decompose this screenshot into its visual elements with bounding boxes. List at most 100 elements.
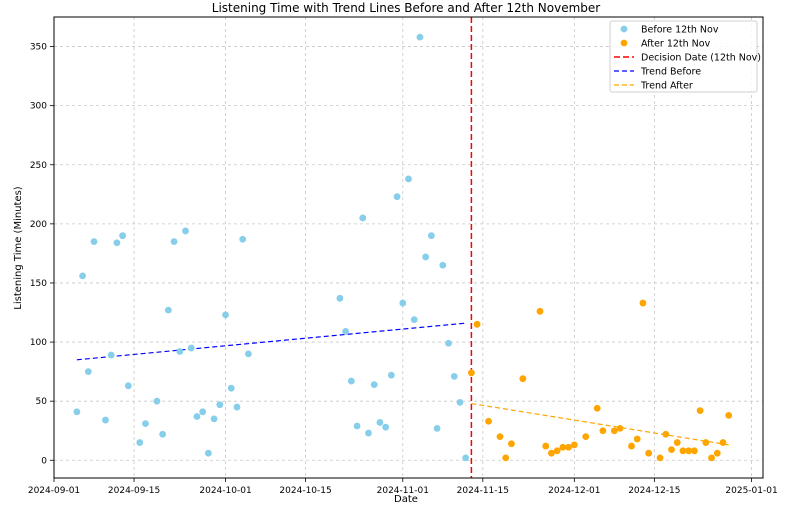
axis-ticks: 2024-09-01 2024-09-15 2024-10-01 2024-10-15… [28, 43, 778, 496]
after-point [593, 404, 601, 412]
before-point [439, 261, 447, 269]
before-point [210, 415, 218, 423]
gridlines [53, 17, 763, 478]
after-point [467, 369, 475, 377]
before-point [119, 232, 127, 240]
before-point [233, 403, 241, 411]
legend-label: Trend Before [640, 67, 701, 78]
before-point [142, 420, 149, 428]
after-point [668, 446, 675, 454]
legend-marker [620, 39, 628, 47]
before-point [182, 227, 189, 235]
y-tick-label: 250 [30, 161, 47, 171]
after-point [645, 449, 653, 457]
after-point [559, 443, 567, 451]
after-point [502, 454, 510, 462]
plot-frame [53, 16, 764, 479]
before-point [462, 454, 470, 462]
after-point [485, 417, 492, 425]
after-point [673, 439, 681, 446]
before-point [450, 372, 458, 380]
after-point [582, 433, 590, 441]
before-point [245, 350, 252, 358]
before-point [239, 235, 247, 243]
after-point [639, 299, 647, 307]
before-point [433, 424, 441, 432]
legend-label: Before 12th Nov [641, 25, 719, 36]
before-point [199, 408, 207, 416]
after-point [570, 441, 578, 449]
before-point [405, 175, 412, 183]
before-point [107, 351, 115, 359]
before-point [102, 416, 109, 424]
y-tick-label: 350 [30, 43, 47, 53]
after-point [696, 407, 704, 415]
x-tick-label: 2024-09-01 [28, 486, 80, 496]
before-point [170, 238, 178, 245]
after-point [519, 375, 527, 383]
before-point [376, 419, 384, 426]
before-point [222, 311, 229, 319]
before-point [347, 377, 355, 385]
x-tick-label: 2024-12-15 [628, 486, 680, 496]
after-point [553, 447, 561, 455]
y-tick-label: 50 [36, 397, 48, 407]
trend-after-line [471, 402, 729, 446]
after-point [628, 442, 635, 450]
before-point [359, 214, 367, 222]
legend-label: Trend After [640, 81, 693, 92]
after-point [508, 440, 515, 448]
before-point [370, 381, 378, 389]
before-point [422, 253, 430, 261]
legend: Before 12th Nov After 12th Nov Decision Da… [609, 20, 761, 93]
after-point [685, 447, 693, 455]
before-point [164, 306, 172, 314]
before-point [204, 449, 212, 457]
before-point [416, 33, 424, 41]
x-tick-label: 2024-11-01 [377, 486, 429, 496]
after-point [599, 427, 607, 435]
before-point [113, 239, 121, 247]
before-point [427, 232, 435, 240]
after-point [662, 430, 670, 438]
before-point [342, 328, 350, 335]
before-point [393, 193, 401, 201]
before-point [187, 344, 195, 352]
x-tick-label: 2024-09-15 [108, 486, 160, 496]
y-axis-label: Listening Time (Minutes) [13, 186, 24, 310]
after-point [725, 411, 733, 419]
after-point [708, 454, 715, 462]
before-point [227, 384, 235, 392]
after-point [473, 320, 481, 328]
trend-before-line [76, 322, 466, 361]
after-point [633, 435, 641, 443]
y-tick-label: 0 [41, 456, 47, 466]
after-point [610, 427, 618, 435]
x-tick-label: 2024-10-15 [279, 486, 331, 496]
y-tick-label: 300 [30, 102, 47, 112]
after-point [616, 424, 624, 432]
before-point [387, 371, 395, 379]
before-point [90, 238, 98, 245]
legend-label: After 12th Nov [641, 39, 711, 50]
after-point [713, 449, 721, 457]
after-point [542, 442, 550, 450]
before-point [216, 401, 224, 409]
before-point [399, 299, 407, 307]
after-point [719, 439, 727, 446]
after-point [679, 447, 687, 455]
x-tick-label: 2025-01-01 [725, 486, 777, 496]
before-point [456, 398, 464, 406]
y-tick-label: 150 [30, 279, 47, 289]
after-point [656, 454, 664, 462]
before-point [410, 316, 418, 324]
before-point [445, 339, 452, 347]
before-point [79, 272, 86, 280]
after-point [702, 439, 710, 446]
before-point [84, 368, 92, 376]
x-axis-label: Date [394, 494, 418, 505]
legend-marker [620, 25, 628, 33]
x-tick-label: 2024-11-15 [457, 486, 509, 496]
after-point [565, 443, 572, 451]
